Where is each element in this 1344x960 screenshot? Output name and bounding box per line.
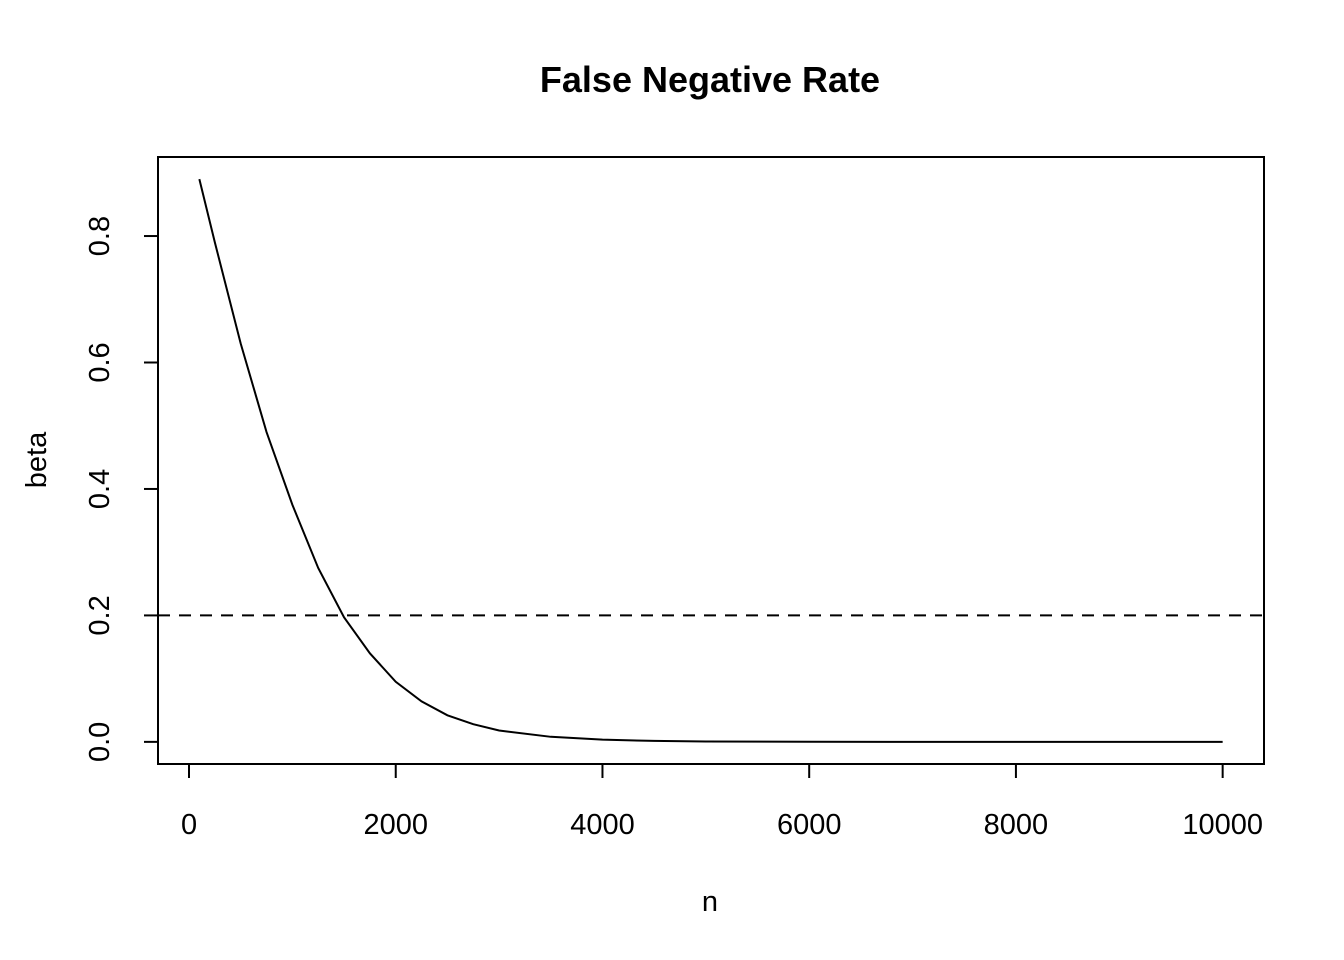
plot-area-border [157, 156, 1265, 765]
x-tick-label: 8000 [984, 809, 1049, 841]
x-axis: 0 2000 4000 6000 8000 10000 [181, 763, 1263, 841]
x-tick-label: 10000 [1182, 809, 1263, 841]
x-tick-label: 6000 [777, 809, 842, 841]
y-tick-label: 0.2 [84, 595, 116, 635]
y-axis: 0.0 0.2 0.4 0.6 0.8 [84, 216, 159, 762]
y-tick-label: 0.0 [84, 722, 116, 762]
x-axis-label: n [702, 886, 718, 918]
x-tick-label: 0 [181, 809, 197, 841]
y-tick-label: 0.6 [84, 342, 116, 382]
series-group [198, 178, 1223, 743]
series-line [198, 178, 1223, 743]
y-axis-label: beta [21, 431, 53, 488]
chart-title: False Negative Rate [540, 59, 880, 100]
y-tick-label: 0.4 [84, 469, 116, 509]
x-tick-label: 4000 [570, 809, 635, 841]
y-tick-label: 0.8 [84, 216, 116, 256]
x-tick-label: 2000 [363, 809, 428, 841]
